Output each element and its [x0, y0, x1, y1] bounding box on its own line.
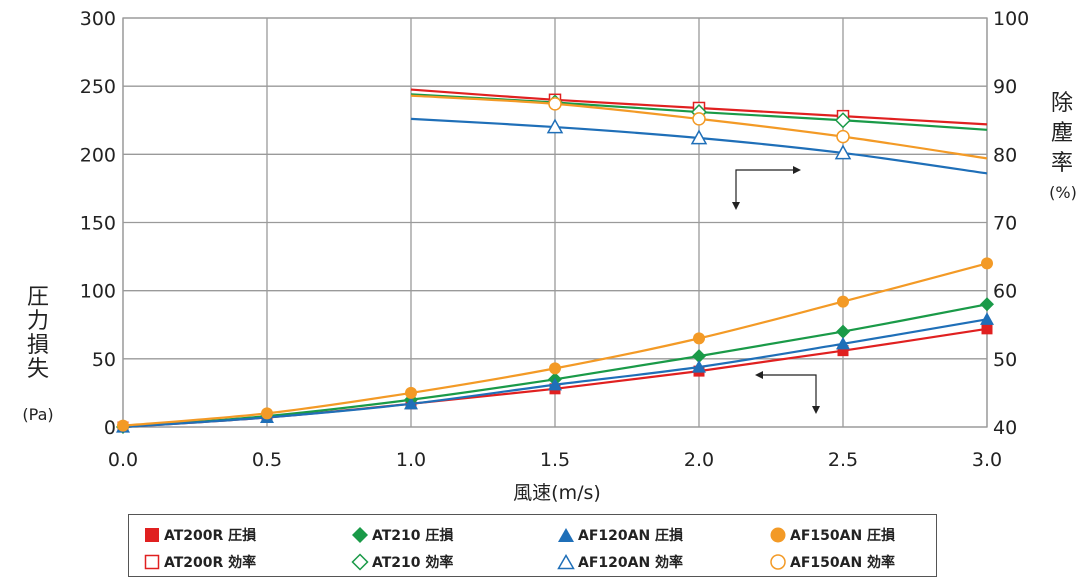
y2-axis-title: 除塵率 (%) [1049, 91, 1077, 202]
data-point [836, 129, 850, 144]
legend-item-af120an-efficiency: AF120AN 効率 [557, 552, 683, 572]
diamond-filled-icon [352, 527, 368, 543]
y-tick-label: 300 [80, 8, 116, 30]
efficiency-axis-arrow [732, 166, 801, 210]
y2-tick-label: 40 [993, 417, 1017, 439]
circle-filled-icon [770, 527, 786, 543]
series-AF120AN-効率 [410, 117, 988, 175]
legend-label: AF150AN 効率 [790, 555, 896, 571]
data-point [546, 118, 564, 134]
data-point [837, 295, 849, 308]
data-point [405, 386, 417, 399]
data-point [117, 419, 129, 432]
x-tick-label: 3.0 [972, 449, 1002, 471]
data-point [548, 377, 562, 391]
y-tick-label: 200 [80, 144, 116, 166]
y2-tick-label: 80 [993, 144, 1017, 166]
legend-label: AT200R 圧損 [164, 528, 257, 544]
y2-tick-label: 90 [993, 76, 1017, 98]
legend-item-at210-pressure: AT210 圧損 [351, 525, 453, 545]
x-tick-label: 1.0 [396, 449, 426, 471]
data-point [549, 362, 561, 375]
square-filled-icon [145, 528, 159, 542]
y2-tick-label: 50 [993, 349, 1017, 371]
x-axis-title: 風速(m/s) [513, 482, 601, 504]
data-point [692, 112, 706, 126]
legend-item-af150an-pressure: AF150AN 圧損 [769, 525, 895, 545]
x-tick-label: 2.5 [828, 449, 858, 471]
data-point [981, 323, 993, 335]
legend-item-at200r-pressure: AT200R 圧損 [143, 525, 256, 545]
y2-axis-unit: (%) [1049, 183, 1077, 202]
data-point [834, 144, 852, 160]
x-tick-label: 0.5 [252, 449, 282, 471]
y2-tick-label: 60 [993, 281, 1017, 303]
legend-item-at210-efficiency: AT210 効率 [351, 552, 453, 572]
data-point [692, 360, 706, 373]
data-point [836, 336, 850, 350]
y-tick-label: 150 [80, 213, 116, 235]
x-tick-label: 0.0 [108, 449, 138, 471]
data-point [837, 345, 849, 357]
data-point [692, 349, 706, 364]
circle-open-icon [770, 554, 786, 570]
y-axis-unit: (Pa) [22, 405, 53, 424]
legend-label: AF120AN 効率 [578, 555, 684, 571]
x-tick-label: 2.0 [684, 449, 714, 471]
legend-label: AT210 効率 [372, 555, 454, 571]
legend-label: AF120AN 圧損 [578, 528, 684, 544]
y-tick-label: 0 [104, 417, 116, 439]
square-open-icon [144, 554, 160, 570]
legend-item-af120an-pressure: AF120AN 圧損 [557, 525, 683, 545]
legend: AT200R 圧損 AT210 圧損 AF120AN 圧損 AF150AN 圧損… [128, 514, 937, 577]
plot-frame [122, 17, 988, 428]
data-point [404, 396, 418, 410]
data-point [981, 257, 993, 270]
y2-axis-title-text: 除塵率 [1051, 91, 1073, 176]
series-layer [116, 88, 994, 434]
pressure-axis-arrow [755, 371, 820, 414]
diamond-open-icon [351, 553, 369, 571]
legend-label: AT210 圧損 [372, 528, 454, 544]
series-AF150AN-圧損 [117, 257, 993, 432]
legend-item-af150an-efficiency: AF150AN 効率 [769, 552, 895, 572]
data-point [261, 407, 273, 420]
y2-tick-label: 100 [993, 8, 1029, 30]
series-AF150AN-効率 [410, 94, 988, 160]
data-point [834, 112, 852, 129]
data-point [548, 97, 562, 111]
legend-label: AF150AN 圧損 [790, 528, 896, 544]
legend-item-at200r-efficiency: AT200R 効率 [143, 552, 256, 572]
data-point [690, 129, 708, 145]
grid [122, 17, 988, 428]
y2-tick-label: 70 [993, 213, 1017, 235]
triangle-open-icon [557, 553, 575, 570]
triangle-filled-icon [558, 528, 574, 542]
y-tick-label: 100 [80, 281, 116, 303]
y-tick-label: 250 [80, 76, 116, 98]
data-point [980, 312, 994, 325]
data-point [836, 324, 850, 339]
legend-label: AT200R 効率 [164, 555, 257, 571]
y-tick-label: 50 [92, 349, 116, 371]
tick-labels: 0.0 0.5 1.0 1.5 2.0 2.5 3.0 0 50 100 150 200 250 300 4… [80, 8, 1030, 471]
data-point [693, 332, 705, 345]
y-axis-title-text: 圧力損失 [27, 285, 49, 382]
x-tick-label: 1.5 [540, 449, 570, 471]
data-point [980, 297, 994, 312]
y-axis-title: 圧力損失 (Pa) [22, 285, 53, 424]
